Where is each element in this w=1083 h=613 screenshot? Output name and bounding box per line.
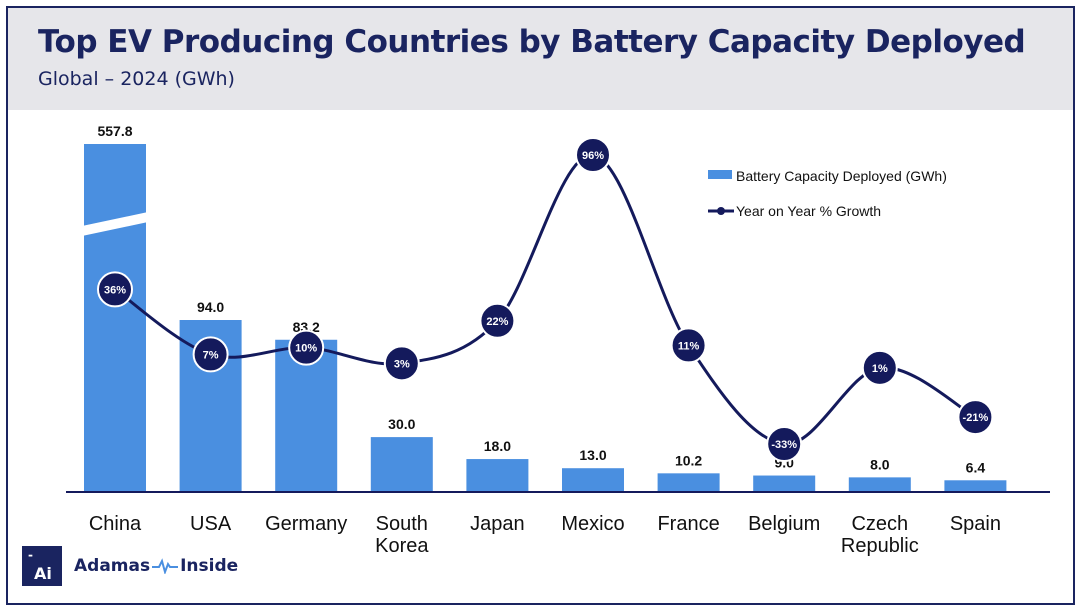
growth-label-5: 96%: [582, 150, 604, 162]
growth-point-3: [383, 345, 420, 382]
legend-line-label: Year on Year % Growth: [736, 203, 881, 219]
growth-label-9: -21%: [963, 412, 989, 424]
brand-logo: - Ai Adamas Inside: [22, 546, 238, 586]
bar-value-label-3: 30.0: [388, 416, 415, 432]
legend-bar-swatch: [708, 170, 732, 179]
x-tick-label-3: South Korea: [375, 513, 429, 557]
growth-point-0: [97, 271, 133, 308]
bar-value-label-2: 83.2: [293, 319, 320, 335]
growth-label-3: 3%: [394, 358, 410, 370]
x-tick-label-5: Mexico: [561, 513, 624, 535]
pulse-icon: [152, 558, 179, 574]
bar-value-label-5: 13.0: [579, 447, 606, 463]
chart-subtitle: Global – 2024 (GWh): [38, 68, 235, 90]
header: Top EV Producing Countries by Battery Ca…: [8, 8, 1073, 110]
growth-label-8: 1%: [872, 363, 888, 375]
x-tick-label-2: Germany: [265, 513, 347, 535]
bar-6: [657, 473, 720, 492]
growth-point-1: [192, 336, 229, 373]
x-tick-label-7: Belgium: [748, 513, 820, 535]
bar-value-label-0: 557.8: [97, 123, 132, 139]
legend-line-marker: [717, 207, 725, 215]
growth-label-0: 36%: [104, 284, 126, 296]
growth-point-2: [288, 329, 325, 366]
chart-title: Top EV Producing Countries by Battery Ca…: [38, 24, 1026, 60]
x-tick-label-4: Japan: [470, 513, 525, 535]
bar-value-label-4: 18.0: [484, 438, 511, 454]
logo-mark: - Ai: [22, 546, 62, 586]
bar-value-label-1: 94.0: [197, 299, 224, 315]
growth-label-7: -33%: [771, 439, 797, 451]
growth-label-6: 11%: [678, 340, 700, 352]
bar-value-label-9: 6.4: [966, 459, 986, 475]
growth-label-4: 22%: [486, 316, 508, 328]
bar-9: [944, 480, 1007, 492]
growth-label-1: 7%: [203, 349, 219, 361]
growth-point-5: [575, 137, 611, 173]
growth-point-4: [479, 302, 516, 339]
chart-frame: Top EV Producing Countries by Battery Ca…: [6, 6, 1075, 605]
growth-point-9: [957, 399, 994, 436]
x-tick-label-9: Spain: [950, 513, 1001, 535]
bar-3: [370, 437, 433, 492]
x-tick-label-0: China: [89, 513, 142, 535]
x-tick-label-1: USA: [190, 513, 232, 535]
brand-name-right: Inside: [180, 556, 239, 576]
bar-7: [753, 475, 816, 492]
bar-value-label-8: 8.0: [870, 456, 890, 472]
growth-label-2: 10%: [295, 343, 317, 355]
growth-point-6: [670, 327, 707, 364]
bar-4: [466, 459, 529, 492]
x-tick-label-8: Czech Republic: [841, 513, 919, 557]
logo-mark-text: Ai: [34, 564, 52, 583]
x-tick-label-line: Republic: [841, 535, 919, 557]
bar-break-0: [82, 212, 148, 236]
growth-point-8: [861, 349, 898, 386]
growth-point-7: [766, 426, 803, 462]
legend-bar-label: Battery Capacity Deployed (GWh): [736, 168, 947, 184]
bar-8: [848, 477, 911, 492]
brand-name: Adamas Inside: [74, 556, 238, 576]
x-tick-label-line: Czech: [851, 513, 908, 535]
growth-line: [114, 153, 977, 446]
brand-name-left: Adamas: [74, 556, 151, 576]
bar-5: [562, 468, 624, 492]
bar-0: [84, 144, 146, 492]
bar-value-label-6: 10.2: [675, 452, 702, 468]
x-tick-label-line: Korea: [375, 535, 429, 557]
x-tick-label-line: South: [376, 513, 428, 535]
x-tick-label-6: France: [657, 513, 719, 535]
